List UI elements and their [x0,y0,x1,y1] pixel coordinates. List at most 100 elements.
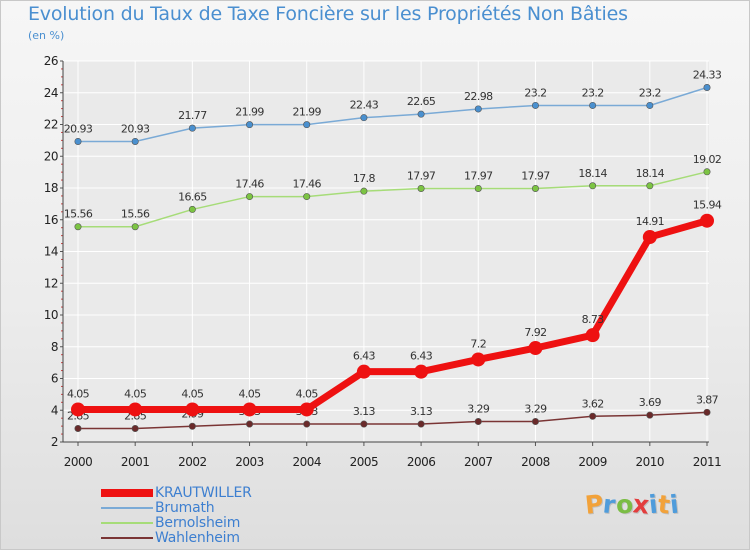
x-tick-label: 2007 [464,455,493,469]
legend-swatch [101,522,153,524]
data-point-brumath [417,110,425,118]
data-point-bernolsheim [246,193,254,201]
data-label-bernolsheim: 17.8 [353,172,376,185]
y-tick-label: 18 [44,181,58,195]
data-label-wahlenheim: 3.29 [467,403,490,416]
data-point-brumath [246,121,254,129]
legend-label: KRAUTWILLER [155,485,252,501]
data-point-wahlenheim [303,420,311,428]
data-point-bernolsheim [131,223,139,231]
data-point-wahlenheim [74,425,82,433]
legend-swatch [101,489,153,497]
data-point-krautwiller [185,402,200,417]
data-point-wahlenheim [531,418,539,426]
data-label-krautwiller: 6.43 [353,350,376,363]
data-label-brumath: 24.33 [693,69,722,82]
y-tick-label: 20 [44,149,58,163]
data-point-brumath [703,84,711,92]
proxiti-logo: Proxiti [584,489,680,520]
data-point-bernolsheim [474,184,482,192]
data-point-wahlenheim [360,420,368,428]
data-point-wahlenheim [589,412,597,420]
y-tick-label: 16 [44,213,58,227]
series-line-brumath [78,86,708,143]
x-tick-label: 2006 [407,455,436,469]
data-point-krautwiller [471,352,486,367]
y-tick-label: 12 [44,276,58,290]
data-label-brumath: 20.93 [64,122,93,135]
series-line-bernolsheim [78,171,708,228]
data-label-wahlenheim: 3.13 [410,405,433,418]
data-point-krautwiller [299,402,314,417]
data-point-wahlenheim [474,418,482,426]
data-point-krautwiller [414,364,429,379]
data-label-brumath: 20.93 [121,122,150,135]
data-label-krautwiller: 4.05 [181,387,204,400]
data-point-bernolsheim [646,182,654,190]
data-point-wahlenheim [188,422,196,430]
data-point-brumath [646,101,654,109]
y-axis-unit: (en %) [28,29,65,42]
data-point-brumath [188,124,196,132]
data-label-brumath: 21.99 [292,106,321,119]
data-point-krautwiller [71,402,85,417]
x-tick-label: 2004 [292,455,321,469]
data-label-brumath: 21.99 [235,106,264,119]
data-point-krautwiller [585,328,600,343]
data-point-bernolsheim [589,182,597,190]
data-point-wahlenheim [646,411,654,419]
data-label-brumath: 23.2 [524,86,546,99]
legend-label: Bernolsheim [155,515,241,531]
data-point-wahlenheim [246,420,254,428]
data-label-krautwiller: 15.94 [693,199,722,212]
data-label-brumath: 22.43 [350,99,379,112]
data-point-brumath [360,114,368,122]
data-label-bernolsheim: 17.97 [407,169,436,182]
x-tick-label: 2000 [64,455,93,469]
data-label-krautwiller: 7.92 [524,326,546,339]
data-point-wahlenheim [703,408,711,416]
data-point-bernolsheim [74,223,82,231]
legend-swatch [101,507,153,509]
legend-swatch [101,537,153,539]
data-point-brumath [74,137,82,145]
data-label-bernolsheim: 17.97 [521,169,550,182]
data-label-bernolsheim: 16.65 [178,190,207,203]
data-point-bernolsheim [531,184,539,192]
data-point-krautwiller [128,402,143,417]
data-label-krautwiller: 4.05 [296,387,319,400]
data-label-bernolsheim: 15.56 [64,208,93,221]
data-label-brumath: 23.2 [582,86,604,99]
data-point-wahlenheim [131,425,139,433]
data-point-brumath [589,101,597,109]
data-point-bernolsheim [188,205,196,213]
y-tick-label: 26 [44,54,58,68]
data-label-bernolsheim: 17.46 [292,178,321,191]
data-point-krautwiller [642,230,657,245]
data-label-brumath: 22.98 [464,90,493,103]
data-label-wahlenheim: 3.69 [639,396,662,409]
x-tick-label: 2005 [350,455,379,469]
data-point-krautwiller [700,213,714,228]
data-label-bernolsheim: 17.97 [464,169,493,182]
y-tick-label: 4 [51,403,58,417]
data-point-krautwiller [528,341,543,356]
x-tick-label: 2008 [521,455,550,469]
legend-label: Wahlenheim [155,530,240,546]
data-point-bernolsheim [417,184,425,192]
y-tick-label: 22 [44,118,58,132]
y-tick-label: 14 [44,245,58,259]
data-label-krautwiller: 4.05 [124,387,147,400]
y-tick-label: 10 [44,308,58,322]
data-label-krautwiller: 8.73 [582,313,605,326]
data-label-brumath: 23.2 [639,86,661,99]
data-label-bernolsheim: 15.56 [121,208,150,221]
data-point-brumath [303,121,311,129]
y-tick-label: 2 [51,435,58,449]
data-label-krautwiller: 4.05 [67,387,90,400]
x-tick-label: 2010 [636,455,665,469]
series-line-wahlenheim [78,411,708,430]
logo-letter: i [668,489,680,520]
data-label-bernolsheim: 17.46 [235,178,264,191]
